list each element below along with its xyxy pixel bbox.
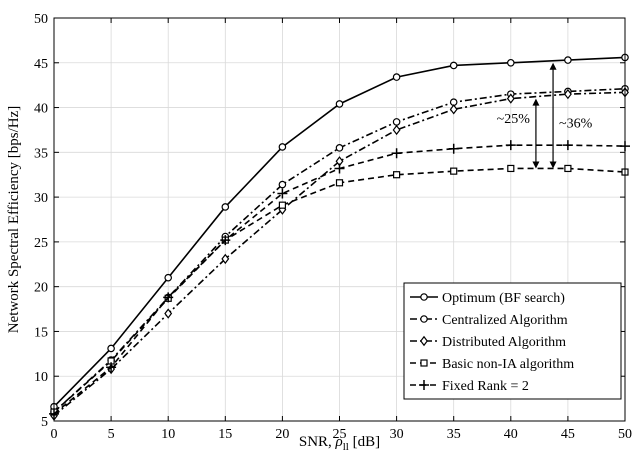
square-marker [507, 164, 515, 173]
y-tick-label: 25 [34, 236, 48, 251]
plus-marker [505, 140, 516, 151]
circle-marker [392, 73, 401, 81]
x-tick-label: 5 [108, 427, 115, 442]
plus-marker [562, 140, 573, 151]
diamond-marker [506, 93, 515, 104]
annotations: ~25% ~36% [497, 62, 593, 169]
y-tick-label: 50 [34, 12, 48, 27]
series-1 [50, 53, 629, 411]
y-tick-label: 10 [34, 370, 48, 385]
arrow-head [532, 161, 540, 169]
x-tick-label: 45 [561, 427, 575, 442]
x-tick-label: 10 [161, 427, 175, 442]
legend-label: Fixed Rank = 2 [442, 379, 529, 394]
circle-marker [420, 293, 428, 301]
diamond-marker [563, 88, 572, 100]
legend-label: Centralized Algorithm [442, 313, 568, 328]
plus-marker [391, 148, 402, 159]
y-tick-label: 45 [34, 57, 48, 72]
y-tick-label: 35 [34, 146, 48, 161]
plus-marker [448, 143, 459, 154]
legend-box [403, 282, 622, 400]
circle-marker [420, 315, 428, 323]
circle-marker [392, 118, 401, 126]
diamond-marker [221, 253, 230, 265]
y-tick-label: 5 [41, 415, 48, 430]
legend-label: Optimum (BF search) [442, 291, 565, 306]
square-marker [420, 359, 428, 367]
square-marker [393, 171, 401, 179]
y-tick-label: 15 [34, 325, 48, 340]
x-tick-label: 35 [447, 427, 461, 442]
x-axis-label: SNR, ρll [dB] [299, 434, 380, 453]
square-marker [564, 164, 572, 173]
square-marker [450, 167, 458, 175]
series-line [53, 91, 626, 417]
plus-marker [220, 235, 231, 246]
legend: Optimum (BF search) Centralized Algorithm… [403, 282, 622, 400]
circle-marker [564, 56, 572, 64]
plus-marker [334, 163, 345, 174]
circle-marker [335, 100, 344, 108]
y-axis-label: Network Spectral Efficiency [bps/Hz] [6, 106, 22, 334]
x-tick-label: 20 [275, 427, 289, 442]
circle-marker [506, 58, 515, 67]
plus-marker [419, 380, 429, 390]
arrow-head [549, 161, 557, 169]
x-tick-label: 30 [390, 427, 404, 442]
x-tick-label: 0 [51, 427, 58, 442]
square-marker [335, 179, 344, 187]
plus-marker [163, 292, 174, 303]
diamond-marker [392, 124, 401, 136]
series-layer [49, 53, 630, 421]
arrow-head [549, 62, 557, 70]
plus-marker [277, 188, 288, 199]
arrow-head [532, 98, 540, 106]
square-marker [278, 201, 286, 209]
legend-label: Distributed Algorithm [442, 335, 566, 350]
circle-marker [164, 273, 173, 282]
plus-marker [106, 362, 117, 373]
circle-marker [221, 203, 230, 211]
x-tick-label: 40 [504, 427, 518, 442]
diamond-marker [449, 104, 458, 115]
annotation-label: ~25% [497, 112, 531, 127]
circle-marker [278, 143, 287, 151]
legend-label: Basic non-IA algorithm [442, 357, 574, 372]
y-tick-label: 30 [34, 191, 48, 206]
annotation-label: ~36% [559, 116, 593, 131]
x-tick-label: 15 [218, 427, 232, 442]
x-tick-label: 25 [333, 427, 347, 442]
circle-marker [335, 144, 344, 152]
x-tick-label: 50 [618, 427, 632, 442]
circle-marker [107, 344, 115, 353]
diamond-marker [164, 308, 173, 319]
y-tick-label: 20 [34, 281, 48, 296]
y-tick-label: 40 [34, 102, 48, 117]
circle-marker [449, 61, 458, 70]
circle-marker [278, 180, 287, 189]
diamond-marker [420, 335, 428, 347]
